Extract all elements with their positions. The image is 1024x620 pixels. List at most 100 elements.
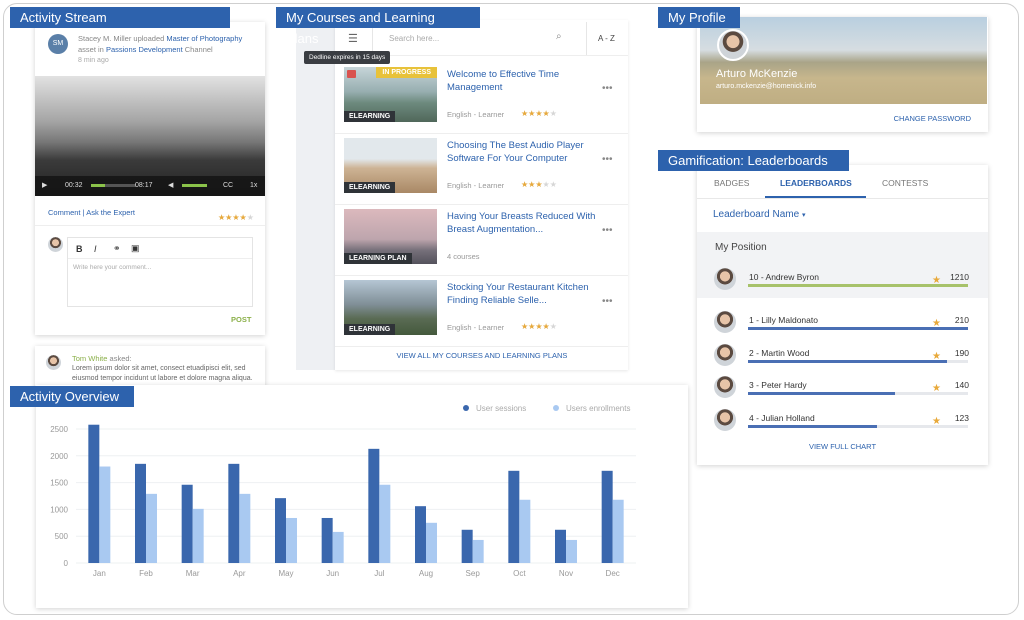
- y-tick-label: 0: [64, 559, 69, 568]
- y-tick-label: 500: [55, 532, 69, 541]
- sort-button[interactable]: A - Z: [598, 34, 615, 43]
- panel-title: Activity Stream: [10, 7, 230, 28]
- channel-link[interactable]: Passions Development: [105, 45, 183, 54]
- user-name: 1 - Lilly Maldonato: [749, 315, 818, 325]
- bold-button[interactable]: B: [76, 244, 83, 254]
- x-tick-label: Sep: [466, 569, 481, 578]
- text: asset in: [78, 45, 104, 54]
- volume[interactable]: [182, 184, 207, 187]
- bar: [368, 448, 380, 563]
- course-status: IN PROGRESS: [376, 67, 437, 78]
- course-type: LEARNING PLAN: [344, 253, 412, 264]
- panel-title: Gamification: Leaderboards: [658, 150, 849, 171]
- bar: [99, 466, 111, 563]
- x-tick-label: Aug: [419, 569, 433, 578]
- tab[interactable]: CONTESTS: [882, 178, 929, 188]
- course-title[interactable]: Having Your Breasts Reduced With Breast …: [447, 211, 596, 235]
- tooltip: Dedline expires in 15 days: [304, 51, 391, 64]
- post-text: Stacey M. Miller uploaded Master of Phot…: [78, 33, 258, 55]
- comment-editor[interactable]: B I ⚭ ▣ Write here your comment...: [67, 237, 253, 307]
- divider: [697, 198, 988, 199]
- profile-avatar: [717, 29, 749, 61]
- italic-button[interactable]: I: [94, 244, 97, 254]
- score-bar: [748, 284, 968, 287]
- volume-icon[interactable]: ◀: [168, 182, 174, 189]
- bar: [519, 499, 531, 563]
- post-button[interactable]: POST: [231, 315, 252, 324]
- legend-label: User sessions: [476, 404, 526, 413]
- course-meta: English - Learner: [447, 323, 505, 332]
- author: Tom White: [72, 354, 108, 363]
- link-button[interactable]: ⚭: [113, 243, 121, 253]
- rating-fill: [521, 322, 550, 331]
- profile-email: arturo.mckenzie@homenick.info: [716, 83, 817, 90]
- comment-link[interactable]: Comment: [48, 208, 81, 217]
- play-button[interactable]: ▶: [42, 182, 48, 189]
- course-title[interactable]: Choosing The Best Audio Player Software …: [447, 140, 584, 164]
- score: 1210: [950, 272, 969, 282]
- bar: [88, 424, 100, 563]
- more-button[interactable]: •••: [602, 225, 613, 236]
- search-box[interactable]: Search here... ⌕: [372, 22, 587, 55]
- filter-button[interactable]: ☰: [348, 33, 358, 45]
- legend-label: Users enrollments: [566, 404, 630, 413]
- profile-name: Arturo McKenzie: [716, 68, 798, 80]
- more-button[interactable]: •••: [602, 83, 613, 94]
- time: 8 min ago: [78, 57, 109, 64]
- more-button[interactable]: •••: [602, 296, 613, 307]
- course-item[interactable]: LEARNING PLAN Having Your Breasts Reduced…: [335, 205, 628, 276]
- course-item[interactable]: ELEARNING Choosing The Best Audio Player …: [335, 134, 628, 205]
- user-avatar: [714, 343, 736, 366]
- course-title[interactable]: Welcome to Effective Time Management: [447, 69, 560, 93]
- rating-fill: [521, 109, 550, 118]
- more-button[interactable]: •••: [602, 154, 613, 165]
- image-button[interactable]: ▣: [131, 243, 140, 253]
- speed[interactable]: 1x: [250, 182, 258, 189]
- legend-marker: [553, 405, 559, 411]
- course-title[interactable]: Stocking Your Restaurant Kitchen Finding…: [447, 282, 589, 306]
- view-all-link[interactable]: VIEW ALL MY COURSES AND LEARNING PLANS: [396, 351, 568, 360]
- x-tick-label: Oct: [513, 569, 526, 578]
- bar: [146, 493, 157, 563]
- divider: [35, 225, 265, 226]
- frame: [3, 3, 1019, 615]
- panel-title: My Courses and Learning Plans: [276, 7, 480, 46]
- score: 140: [954, 380, 969, 390]
- profile-banner: Arturo McKenzie arturo.mckenzie@homenick…: [700, 17, 987, 104]
- course-item[interactable]: ELEARNING Stocking Your Restaurant Kitche…: [335, 276, 628, 347]
- chart: 0 500 1000 1500 2000 2500 User sessions Users e…: [50, 404, 636, 578]
- leaderboard-select[interactable]: Leaderboard Name ▾: [713, 209, 806, 220]
- placeholder: Write here your comment...: [73, 264, 152, 271]
- ask-link[interactable]: Ask the Expert: [86, 208, 135, 217]
- user-name: 3 - Peter Hardy: [749, 380, 807, 390]
- bar: [472, 539, 484, 563]
- change-password-link[interactable]: CHANGE PASSWORD: [893, 114, 971, 123]
- bar: [601, 470, 613, 563]
- x-tick-label: Jul: [374, 569, 384, 578]
- course-type: ELEARNING: [344, 111, 396, 122]
- captions[interactable]: CC: [223, 182, 234, 189]
- y-tick-label: 2500: [50, 425, 68, 434]
- bar: [555, 529, 566, 563]
- asset-link[interactable]: Master of Photography: [166, 34, 243, 43]
- user-avatar: [48, 237, 63, 252]
- progress[interactable]: [91, 184, 136, 187]
- bar: [275, 498, 286, 563]
- rating: [521, 109, 557, 118]
- course-thumbnail: ELEARNING: [344, 138, 437, 193]
- deadline-icon[interactable]: [347, 70, 356, 78]
- view-full-chart-link[interactable]: VIEW FULL CHART: [808, 442, 877, 451]
- bar: [332, 531, 344, 563]
- tab-active[interactable]: LEADERBOARDS: [780, 178, 852, 188]
- rating-fill: [218, 213, 247, 222]
- course-item[interactable]: ELEARNING IN PROGRESS Welcome to Effective…: [335, 63, 628, 134]
- video[interactable]: ▶ 00:32 08:17 ◀ CC 1x: [35, 76, 265, 196]
- tab[interactable]: BADGES: [714, 178, 750, 188]
- duration: 08:17: [135, 182, 153, 189]
- divider: [335, 55, 628, 56]
- text: Channel: [184, 45, 213, 54]
- panel-title: Activity Overview: [10, 386, 134, 407]
- search-icon[interactable]: ⌕: [556, 31, 562, 42]
- profile-panel: Arturo McKenzie arturo.mckenzie@homenick…: [697, 17, 988, 132]
- y-tick-label: 1500: [50, 479, 68, 488]
